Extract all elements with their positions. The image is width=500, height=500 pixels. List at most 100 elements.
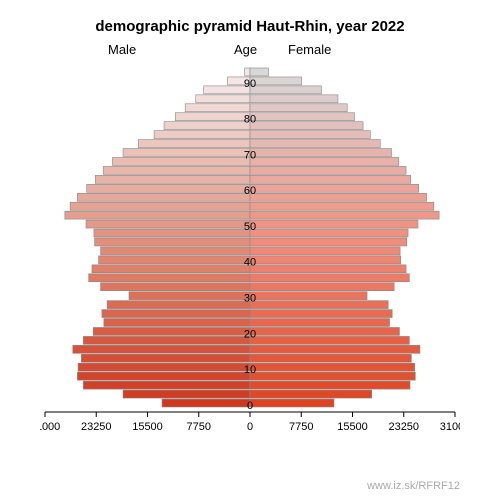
- bar-female: [250, 292, 367, 300]
- bar-male: [102, 310, 250, 318]
- bar-female: [250, 86, 321, 94]
- bar-male: [99, 256, 250, 264]
- x-tick-label: 23250: [81, 421, 112, 433]
- bar-male: [94, 229, 250, 237]
- bar-female: [250, 184, 419, 192]
- bar-male: [86, 220, 250, 228]
- bar-female: [250, 122, 363, 130]
- age-tick-label: 20: [244, 328, 256, 340]
- bar-male: [129, 292, 250, 300]
- plot-area: 90 80 70 60 50 40 30 20 10 0 31000 23250 15500 7750 0 7…: [40, 60, 460, 440]
- bar-male: [89, 274, 250, 282]
- bar-male: [77, 372, 250, 380]
- bar-male: [112, 157, 250, 165]
- x-tick-label: 15500: [132, 421, 163, 433]
- bar-female: [250, 229, 408, 237]
- bar-male: [185, 104, 250, 112]
- age-tick-label: 10: [244, 364, 256, 376]
- bar-female: [250, 372, 415, 380]
- bar-female: [250, 301, 388, 309]
- pyramid-svg: 90 80 70 60 50 40 30 20 10 0 31000 23250 15500 7750 0 7…: [40, 60, 460, 440]
- age-tick-label: 60: [244, 185, 256, 197]
- bar-female: [250, 95, 338, 103]
- bar-female: [250, 390, 372, 398]
- bar-female: [250, 77, 302, 85]
- bar-female: [250, 283, 394, 291]
- bar-female: [250, 345, 420, 353]
- bar-male: [83, 381, 250, 389]
- x-tick-label: 31000: [440, 421, 460, 433]
- bar-female: [250, 104, 347, 112]
- bar-female: [250, 220, 418, 228]
- label-male: Male: [108, 42, 136, 57]
- bar-male: [138, 140, 250, 148]
- bar-male: [73, 345, 250, 353]
- bar-female: [250, 354, 411, 362]
- bar-male: [95, 175, 250, 183]
- bar-female: [250, 381, 410, 389]
- bar-male: [196, 95, 250, 103]
- bar-male: [123, 149, 250, 157]
- bar-male: [154, 131, 250, 139]
- label-age: Age: [234, 42, 257, 57]
- x-tick-label: 7750: [187, 421, 211, 433]
- bar-male: [123, 390, 250, 398]
- bar-male: [81, 354, 250, 362]
- age-tick-label: 50: [244, 221, 256, 233]
- bar-female: [250, 399, 334, 407]
- bar-male: [101, 283, 250, 291]
- label-female: Female: [288, 42, 331, 57]
- age-tick-label: 80: [244, 114, 256, 126]
- bar-male: [77, 193, 250, 201]
- bar-male: [104, 319, 250, 327]
- bar-male: [93, 327, 250, 335]
- bar-male: [65, 211, 250, 219]
- bar-male: [162, 399, 250, 407]
- bar-male: [70, 202, 250, 210]
- bar-female: [250, 157, 399, 165]
- x-tick-label: 0: [247, 421, 253, 433]
- bar-female: [250, 336, 409, 344]
- bar-female: [250, 363, 415, 371]
- bar-female: [250, 113, 354, 121]
- age-tick-label: 90: [244, 78, 256, 90]
- x-tick-label: 15500: [337, 421, 368, 433]
- bar-male: [92, 265, 250, 273]
- bar-male: [245, 68, 250, 76]
- bar-female: [250, 193, 427, 201]
- bar-male: [107, 301, 250, 309]
- chart-container: demographic pyramid Haut-Rhin, year 2022…: [0, 0, 500, 500]
- bar-male: [175, 113, 250, 121]
- bar-female: [250, 256, 401, 264]
- bar-male: [164, 122, 250, 130]
- bar-female: [250, 274, 409, 282]
- bar-female: [250, 327, 399, 335]
- bar-female: [250, 319, 390, 327]
- bar-female: [250, 166, 406, 174]
- bar-female: [250, 175, 411, 183]
- bar-male: [78, 363, 250, 371]
- x-tick-label: 31000: [40, 421, 60, 433]
- bar-male: [95, 238, 250, 246]
- age-tick-label: 30: [244, 293, 256, 305]
- bar-male: [83, 336, 250, 344]
- bar-female: [250, 140, 380, 148]
- x-tick-label: 7750: [289, 421, 313, 433]
- bar-female: [250, 247, 400, 255]
- age-tick-label: 70: [244, 149, 256, 161]
- bar-male: [101, 247, 250, 255]
- chart-title: demographic pyramid Haut-Rhin, year 2022: [0, 18, 500, 35]
- bar-female: [250, 202, 434, 210]
- bar-male: [87, 184, 250, 192]
- watermark: www.iz.sk/RFRF12: [367, 480, 460, 492]
- bar-male: [103, 166, 250, 174]
- bar-female: [250, 265, 406, 273]
- bar-female: [250, 211, 439, 219]
- age-tick-label: 0: [247, 400, 253, 412]
- bar-female: [250, 238, 407, 246]
- bar-female: [250, 68, 269, 76]
- x-tick-label: 23250: [388, 421, 419, 433]
- age-tick-label: 40: [244, 257, 256, 269]
- bar-female: [250, 131, 370, 139]
- bar-female: [250, 149, 392, 157]
